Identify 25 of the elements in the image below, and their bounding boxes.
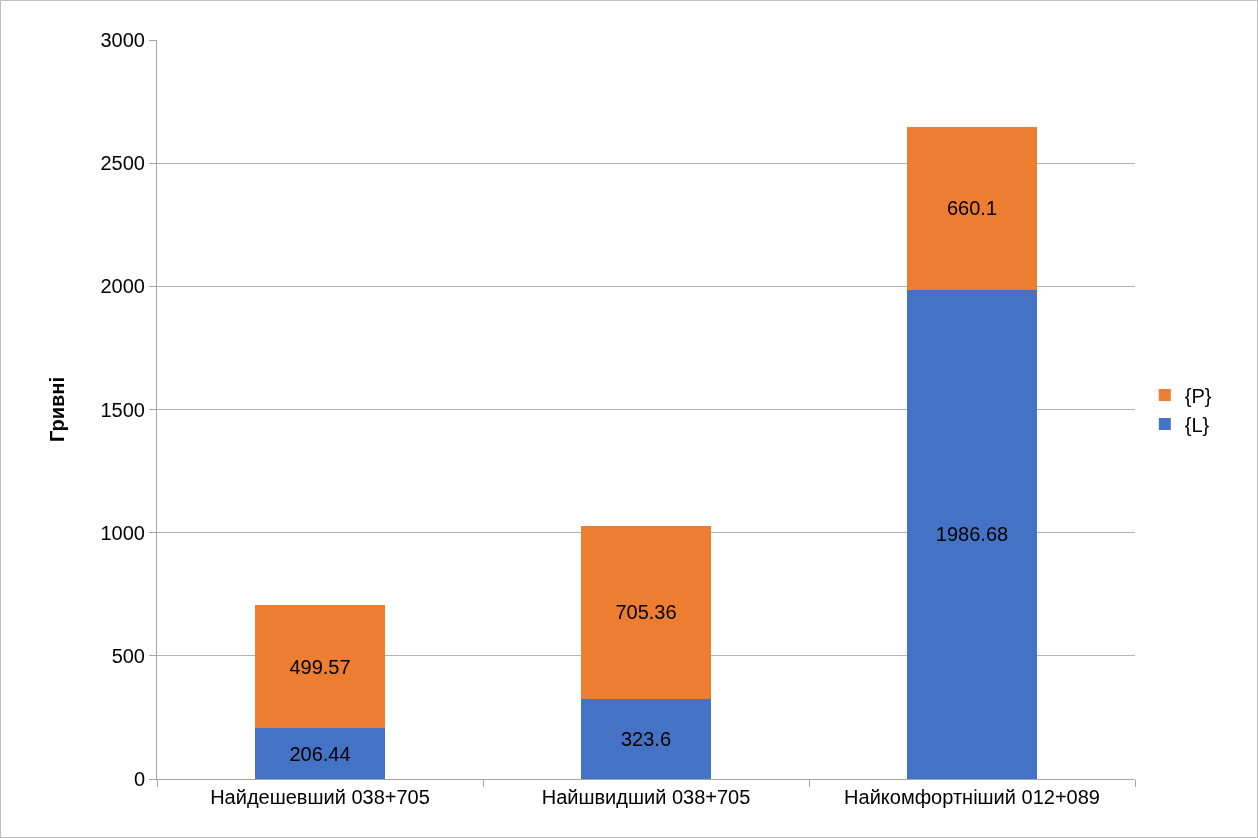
y-tick-label: 2000 [100,275,145,298]
y-tick-label: 500 [111,644,145,667]
bar [906,289,1038,779]
y-axis-title: Гривні [46,376,68,443]
x-tick-label: Найкомфортніший 012+089 [844,786,1100,808]
data-label: 499.57 [289,655,351,678]
data-label: 206.44 [289,742,351,765]
data-label: 660.1 [946,197,998,220]
bar [580,699,712,779]
bar [254,728,386,779]
y-tick-label: 2500 [100,152,145,175]
data-label: 705.36 [615,601,677,624]
y-tick-label: 0 [133,768,145,790]
legend-label: {L} [1184,413,1210,436]
bar [254,605,386,729]
y-tick-label: 1500 [100,398,145,421]
legend-label: {P} [1184,384,1212,407]
data-label: 1986.68 [935,523,1009,546]
data-label: 323.6 [620,728,672,751]
bar [906,127,1038,290]
x-tick-label: Найдешевший 038+705 [210,786,430,808]
y-tick-label: 3000 [100,29,145,51]
bar [580,525,712,700]
y-tick-label: 1000 [100,521,145,544]
x-tick-label: Найшвидший 038+705 [541,786,751,808]
